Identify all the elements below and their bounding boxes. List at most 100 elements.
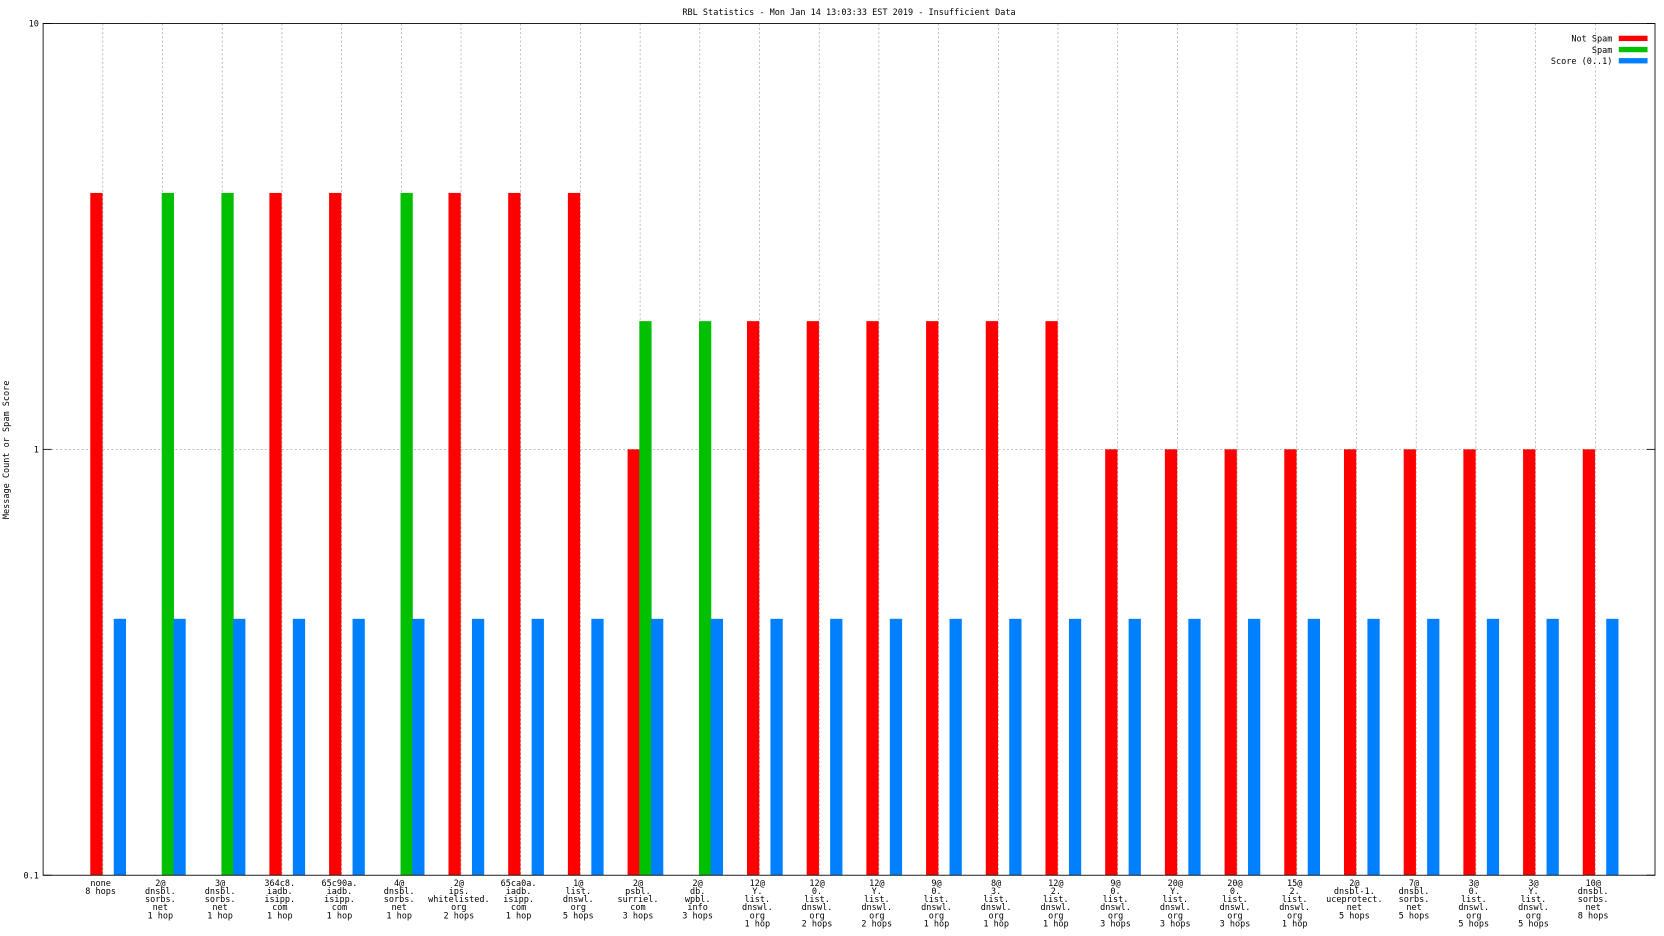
x-tick-label-line: list. [1222, 895, 1248, 905]
x-tick-label-line: sorbs. [384, 895, 415, 905]
x-tick-label-line: info [687, 903, 708, 913]
bar [1427, 618, 1440, 876]
x-tick-label: 3@ 0. list. dnswl. org 5 hops [1458, 879, 1489, 930]
x-tick-label-line: 0. [812, 887, 822, 897]
x-tick-label-line: net [1347, 903, 1362, 913]
bar [1068, 618, 1082, 876]
x-tick-label: 7@ dnsbl. sorbs. net 5 hops [1399, 879, 1430, 921]
x-tick-label-line: org [1227, 911, 1242, 921]
x-tick-label-line: 3@ [1469, 879, 1479, 889]
x-tick-label-line: sorbs. [1578, 895, 1609, 905]
bar [806, 321, 819, 876]
x-tick-label-line: dnswl. [1458, 903, 1489, 913]
bar [448, 192, 461, 876]
x-tick-label: 3@ dnsbl. sorbs. net 1 hop [205, 879, 236, 921]
bar [352, 618, 365, 876]
x-tick-label-line: org [750, 911, 765, 921]
bar [1105, 449, 1118, 876]
x-tick-label-line: 1@ [573, 879, 583, 889]
bar [627, 449, 640, 876]
x-tick-label-line: isipp. [503, 895, 534, 905]
bar [1009, 618, 1022, 876]
bar [1164, 449, 1178, 876]
x-tick-label-line: 2 hops [802, 919, 833, 929]
x-tick-label-line: 5 hops [1518, 919, 1549, 929]
x-tick-label: 20@ Y. list. dnswl. org 3 hops [1160, 879, 1191, 930]
x-tick-label-line: list. [1162, 895, 1188, 905]
x-tick-label-line: list. [983, 895, 1009, 905]
x-tick-label-line: 3 hops [1160, 919, 1191, 929]
bar [889, 618, 903, 876]
x-tick-label-line: org [451, 903, 466, 913]
x-tick-label-line: 1 hop [267, 911, 293, 921]
x-tick-label-line: 12@ [869, 879, 884, 889]
bar [639, 321, 652, 876]
bar [1367, 618, 1380, 876]
x-tick-label-line: dnswl. [981, 903, 1012, 913]
x-tick-label-line: org [929, 911, 944, 921]
x-tick-label-line: uceprotect. [1326, 895, 1382, 905]
bar [591, 618, 604, 876]
x-tick-label: 65ca0a. iadb. isipp. com 1 hop [501, 879, 537, 921]
x-tick-label-line: 4@ [394, 879, 404, 889]
bar [746, 321, 760, 876]
bar [1486, 618, 1500, 876]
x-tick-label: 2@ dnsbl-1. uceprotect. net 5 hops [1326, 879, 1382, 921]
x-tick-label-line: psbl. [625, 887, 651, 897]
x-tick-label-line: whitelisted. [428, 895, 490, 905]
x-tick-label: 15@ 2. list. dnswl. org 1 hop [1279, 879, 1310, 930]
x-tick-label: 12@ 0. list. dnswl. org 2 hops [802, 879, 833, 930]
bar [173, 618, 186, 876]
x-tick-label-line: wpbl. [685, 895, 711, 905]
x-tick-label-line: dnswl. [1100, 903, 1131, 913]
bar [400, 192, 413, 876]
x-tick-label-line: sorbs. [145, 895, 176, 905]
x-tick-label-line: 1 hop [924, 919, 950, 929]
x-tick-label-line: dnswl. [1160, 903, 1191, 913]
x-tick-label-line: 2. [1290, 887, 1300, 897]
bar [90, 192, 103, 876]
x-tick-label-line: 1 hop [327, 911, 353, 921]
x-tick-label: 12@ Y. list. dnswl. org 2 hops [861, 879, 892, 930]
x-tick-label-line: surriel. [617, 895, 658, 905]
x-tick-label: 10@ dnsbl. sorbs. net 8 hops [1578, 879, 1609, 921]
x-tick-label-line: 1 hop [506, 911, 532, 921]
x-tick-label-line: dnswl. [861, 903, 892, 913]
bar [1523, 449, 1536, 876]
x-tick-label-line: 0. [1469, 887, 1479, 897]
x-tick-label-line: dnswl. [1279, 903, 1310, 913]
x-tick-label-line: 65c90a. [322, 879, 358, 889]
bar [866, 321, 879, 876]
x-tick-label-line: list. [1461, 895, 1487, 905]
bar [161, 192, 174, 876]
x-tick-label-line: dnswl. [1220, 903, 1251, 913]
x-tick-label-line: list. [804, 895, 830, 905]
legend-label: Spam [1592, 46, 1613, 56]
x-tick-label-line: net [1585, 903, 1600, 913]
x-tick-label-line: 1 hop [207, 911, 233, 921]
bar [1343, 449, 1357, 876]
x-tick-label-line: 5 hops [563, 911, 594, 921]
x-tick-label-line: org [1287, 911, 1302, 921]
bar [1128, 618, 1141, 876]
x-tick-label-line: dnsbl. [1578, 887, 1609, 897]
x-tick-label-line: net [391, 903, 406, 913]
x-tick-label-line: net [1406, 903, 1421, 913]
x-tick-label: 2@ ips. whitelisted. org 2 hops [428, 879, 490, 921]
bar [1307, 618, 1320, 876]
x-tick-label-line: 12@ [809, 879, 824, 889]
x-tick-label-line: dnsbl. [384, 887, 415, 897]
x-tick-label-line: 3 hops [1100, 919, 1131, 929]
x-tick-label-line: 8 hops [1578, 911, 1609, 921]
bar [1248, 618, 1261, 876]
x-tick-label-line: none [90, 879, 111, 889]
bar [1463, 449, 1476, 876]
y-tick-label: 1 [34, 446, 39, 456]
x-tick-label-line: 0. [931, 887, 941, 897]
bar [233, 618, 246, 876]
x-tick-label-line: 1 hop [148, 911, 174, 921]
x-tick-label-line: org [988, 911, 1003, 921]
x-tick-label-line: 2 hops [443, 911, 474, 921]
x-tick-label-line: iadb. [506, 887, 532, 897]
